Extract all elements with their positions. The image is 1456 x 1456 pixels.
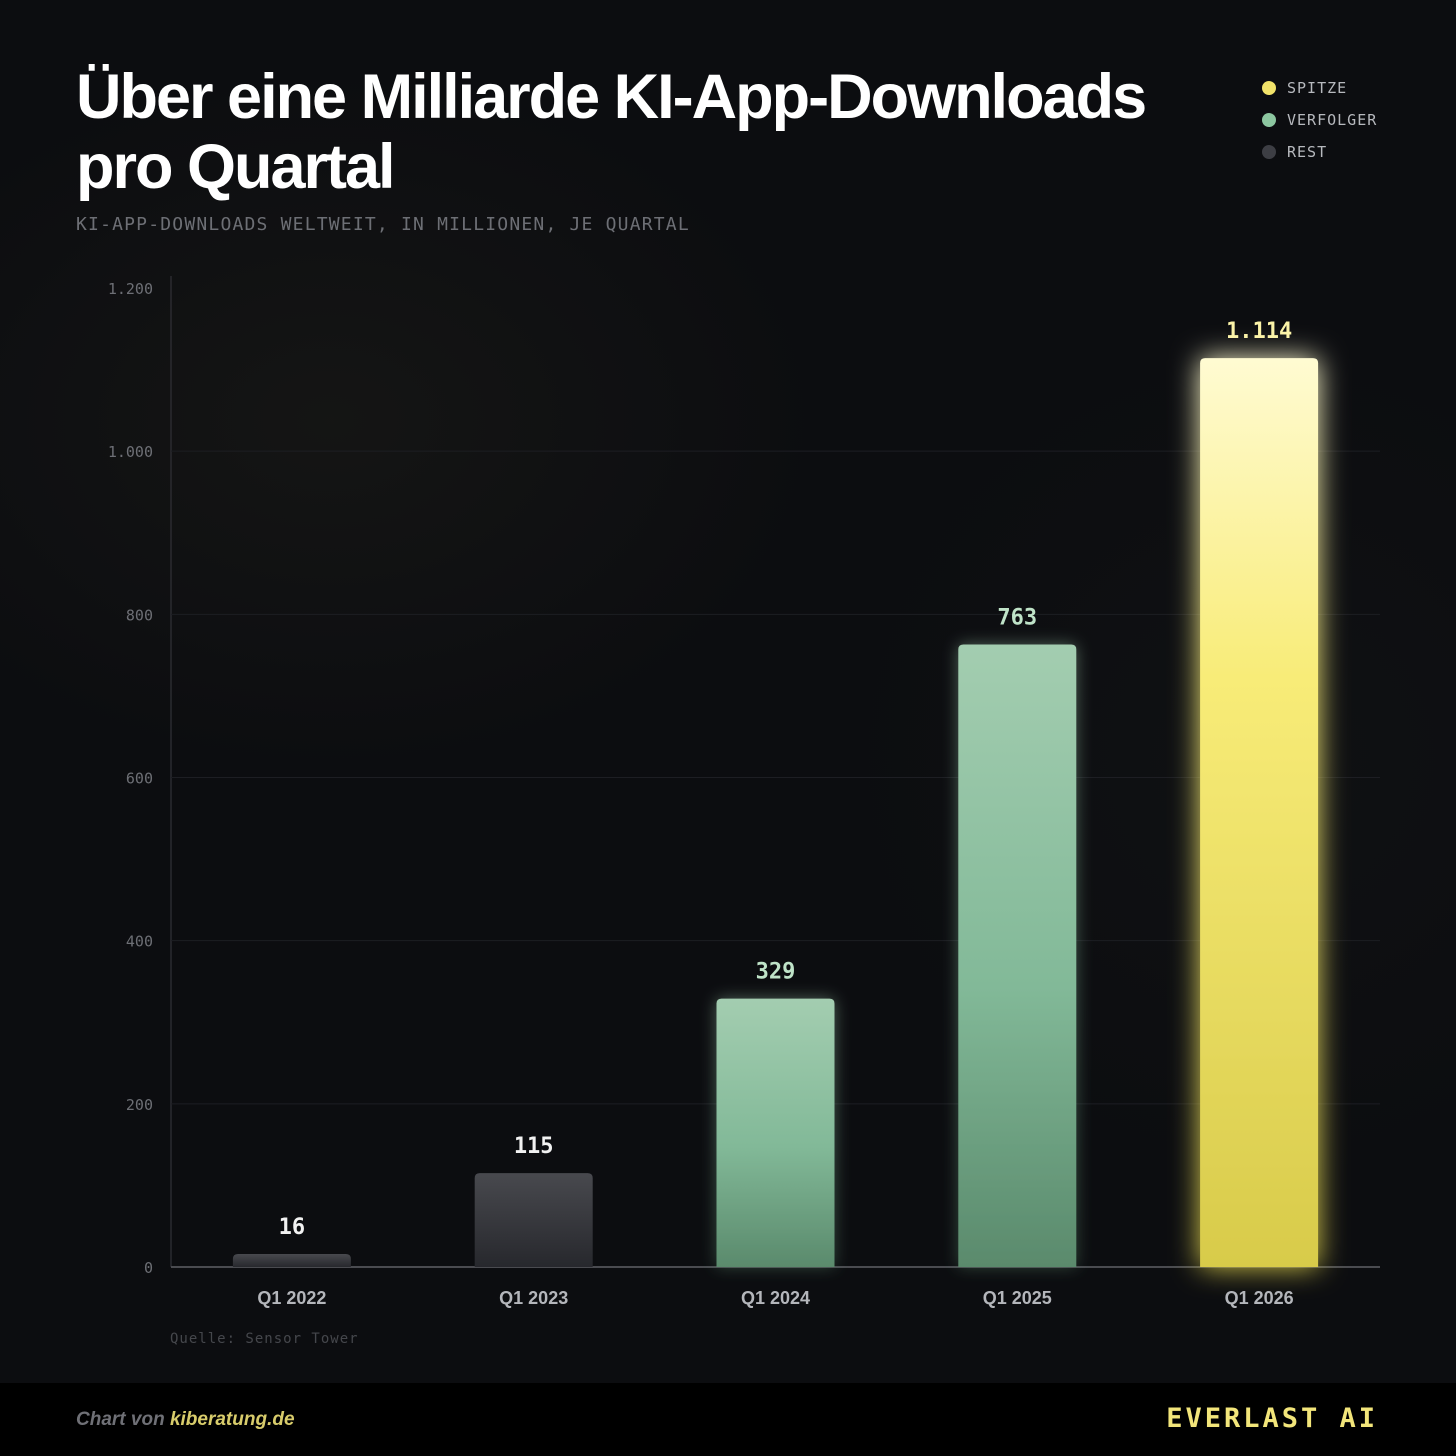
y-tick-label: 600 [126,770,153,788]
legend-item-verfolger: VERFOLGER [1262,104,1377,136]
y-tick-label: 0 [144,1259,153,1277]
y-tick-label: 400 [126,933,153,951]
y-tick-label: 200 [126,1096,153,1114]
x-tick-label: Q1 2025 [983,1288,1052,1308]
legend-dot-spitze [1262,81,1276,95]
footer-credit-prefix: Chart von [76,1409,170,1430]
legend-label-spitze: SPITZE [1287,79,1348,97]
legend-dot-rest [1262,145,1276,159]
value-label: 1.114 [1226,319,1292,344]
source-note: Quelle: Sensor Tower [170,1331,359,1347]
footer-credit-link[interactable]: kiberatung.de [169,1409,295,1430]
bar-q1-2025 [958,644,1077,1267]
value-label: 763 [997,606,1037,631]
legend-item-spitze: SPITZE [1262,72,1377,104]
legend-item-rest: REST [1262,136,1377,168]
chart-legend: SPITZE VERFOLGER REST [1262,72,1377,168]
legend-dot-verfolger [1262,113,1276,127]
x-tick-label: Q1 2024 [741,1288,810,1308]
y-tick-label: 1.000 [108,443,153,461]
x-tick-label: Q1 2023 [499,1288,568,1308]
bar-q1-2023 [474,1173,593,1267]
value-label: 115 [514,1134,554,1159]
footer-credit: Chart von kiberatung.de [76,1409,295,1431]
footer-bar: Chart von kiberatung.de EVERLAST AI [0,1383,1456,1456]
x-tick-label: Q1 2026 [1225,1288,1294,1308]
legend-label-verfolger: VERFOLGER [1287,111,1378,129]
value-label: 329 [756,960,796,985]
bars [232,358,1319,1268]
y-tick-label: 1.200 [108,280,153,298]
legend-label-rest: REST [1287,143,1328,161]
bar-chart: 0 200 400 600 800 1.000 1.200 16 115 329 763 1.114… [108,276,1380,1308]
x-axis-ticks: Q1 2022 Q1 2023 Q1 2024 Q1 2025 Q1 2026 [257,1288,1293,1308]
y-tick-label: 800 [126,606,153,624]
bar-q1-2026 [1200,358,1319,1268]
chart-subtitle: KI-APP-DOWNLOADS WELTWEIT, IN MILLIONEN,… [76,214,690,235]
value-labels: 16 115 329 763 1.114 [279,319,1293,1240]
x-tick-label: Q1 2022 [257,1288,326,1308]
bar-q1-2022 [232,1253,351,1267]
bar-q1-2024 [716,998,835,1267]
chart-title: Über eine Milliarde KI-App-Downloads pro… [76,62,1147,202]
value-label: 16 [279,1215,306,1240]
y-axis-ticks: 0 200 400 600 800 1.000 1.200 [108,280,153,1277]
brand-logo: EVERLAST AI [1166,1403,1378,1434]
